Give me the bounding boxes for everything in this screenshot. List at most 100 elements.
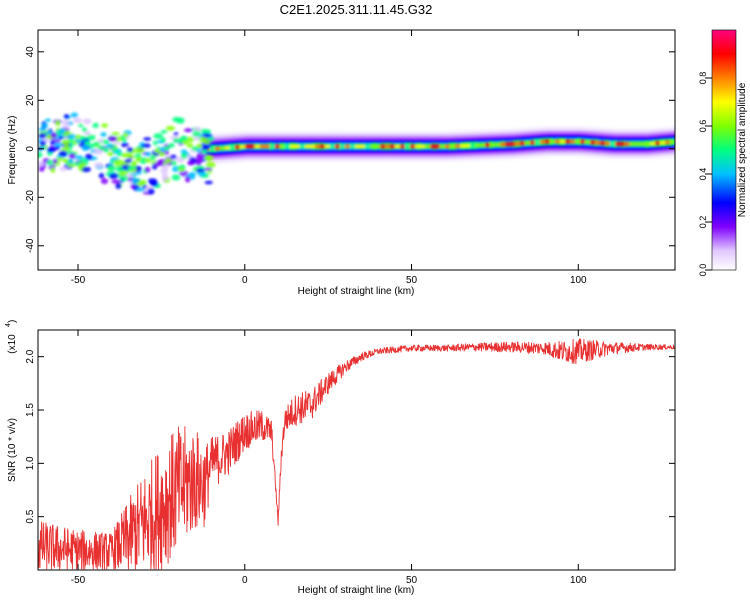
spectrogram-xtick-label: 50 xyxy=(406,275,418,286)
heatmap-cell xyxy=(614,141,621,147)
heatmap-blob xyxy=(191,146,198,151)
snr-xtick-label: 100 xyxy=(570,575,587,586)
heatmap-blob xyxy=(59,127,66,135)
snr-scale-label: (x10 4 ) xyxy=(5,320,18,354)
heatmap-blob xyxy=(52,158,58,164)
scatter-blobs xyxy=(38,112,216,195)
heatmap-blob xyxy=(72,117,83,124)
heatmap-cell xyxy=(474,143,481,148)
heatmap-blob xyxy=(114,141,120,146)
heatmap-blob xyxy=(94,162,104,168)
heatmap-cell xyxy=(309,144,316,149)
heatmap-cell xyxy=(249,144,256,149)
heatmap-cell xyxy=(369,144,376,149)
heatmap-cell xyxy=(494,142,501,147)
heatmap-blob xyxy=(182,140,189,145)
heatmap-blob xyxy=(55,119,61,127)
heatmap-cell xyxy=(244,144,251,149)
heatmap-blob xyxy=(178,170,189,177)
heatmap-cell xyxy=(319,144,326,149)
heatmap-blob xyxy=(63,114,70,119)
heatmap-blob xyxy=(139,179,147,186)
spectrogram-ytick-label: 20 xyxy=(25,94,36,106)
heatmap-blob xyxy=(74,139,82,143)
heatmap-cell xyxy=(434,144,441,149)
heatmap-blob xyxy=(46,146,56,153)
heatmap-cell xyxy=(574,139,581,144)
heatmap-blob xyxy=(39,140,47,147)
heatmap-blob xyxy=(97,138,104,143)
heatmap-cell xyxy=(539,139,546,145)
heatmap-blob xyxy=(61,120,70,125)
heatmap-cell xyxy=(594,140,601,145)
heatmap-blob xyxy=(149,155,156,161)
heatmap-blob xyxy=(61,139,71,146)
heatmap-blob xyxy=(141,143,151,148)
heatmap-cell xyxy=(329,144,336,149)
heatmap-cell xyxy=(444,144,451,149)
snr-xlabel: Height of straight line (km) xyxy=(298,585,415,596)
heatmap-blob xyxy=(50,132,58,138)
snr-axes: -50 0 50 100 0.5 1.0 1.5 2.0 xyxy=(25,330,675,586)
heatmap-blob xyxy=(203,133,213,138)
heatmap-blob xyxy=(186,143,194,148)
heatmap-blob xyxy=(160,129,168,134)
heatmap-cell xyxy=(569,139,576,144)
heatmap-cell xyxy=(279,144,286,149)
heatmap-blob xyxy=(184,176,191,183)
heatmap-cell xyxy=(549,139,556,144)
heatmap-cell xyxy=(239,144,246,149)
heatmap-cell xyxy=(374,144,381,149)
heatmap-blob xyxy=(79,135,86,141)
heatmap-blob xyxy=(120,142,129,148)
heatmap-blob xyxy=(172,116,181,123)
heatmap-cell xyxy=(324,144,331,149)
heatmap-blob xyxy=(49,140,56,146)
heatmap-blob xyxy=(178,167,185,172)
heatmap-cell xyxy=(214,146,221,151)
snr-xtick-label: 0 xyxy=(242,575,248,586)
heatmap-cell xyxy=(534,140,541,145)
heatmap-blob xyxy=(126,147,134,153)
heatmap-blob xyxy=(50,167,56,173)
heatmap-cell xyxy=(489,142,496,147)
heatmap-cell xyxy=(254,144,261,149)
heatmap-blob xyxy=(171,174,181,181)
heatmap-blob xyxy=(152,140,158,146)
heatmap-cell xyxy=(589,140,596,145)
heatmap-cell xyxy=(409,144,416,149)
heatmap-cell xyxy=(304,144,311,149)
snr-ytick-label: 1.0 xyxy=(25,456,36,470)
spectrogram-ytick-label: -40 xyxy=(25,238,36,253)
heatmap-blob xyxy=(93,141,100,146)
heatmap-blob xyxy=(134,148,145,154)
heatmap-cell xyxy=(604,141,611,146)
heatmap-blob xyxy=(205,161,216,168)
colorbar-tick-label: 0.6 xyxy=(698,120,708,133)
heatmap-cell xyxy=(544,139,551,144)
heatmap-cell xyxy=(429,144,436,149)
snr-plot: -50 0 50 100 0.5 1.0 1.5 2.0 Height of straight… xyxy=(5,320,676,596)
heatmap-blob xyxy=(38,160,45,167)
heatmap-cell xyxy=(284,144,291,149)
heatmap-cell xyxy=(469,143,476,148)
heatmap-cell xyxy=(504,142,511,147)
heatmap-cell xyxy=(564,139,571,144)
heatmap-cell xyxy=(514,141,521,146)
heatmap-blob xyxy=(127,165,136,171)
heatmap-cell xyxy=(299,144,306,149)
heatmap-cell xyxy=(584,139,591,145)
heatmap-blob xyxy=(102,140,110,144)
heatmap-blob xyxy=(58,150,68,157)
spectrogram-ytick-label: -20 xyxy=(25,190,36,205)
heatmap-blob xyxy=(72,161,82,166)
heatmap-blob xyxy=(192,130,201,137)
heatmap-cell xyxy=(419,144,426,149)
heatmap-blob xyxy=(88,143,96,149)
heatmap-cell xyxy=(559,139,566,144)
heatmap-cell xyxy=(259,144,266,149)
heatmap-blob xyxy=(158,152,166,157)
heatmap-blob xyxy=(67,158,74,164)
heatmap-cell xyxy=(624,141,631,147)
heatmap-cell xyxy=(644,141,651,147)
